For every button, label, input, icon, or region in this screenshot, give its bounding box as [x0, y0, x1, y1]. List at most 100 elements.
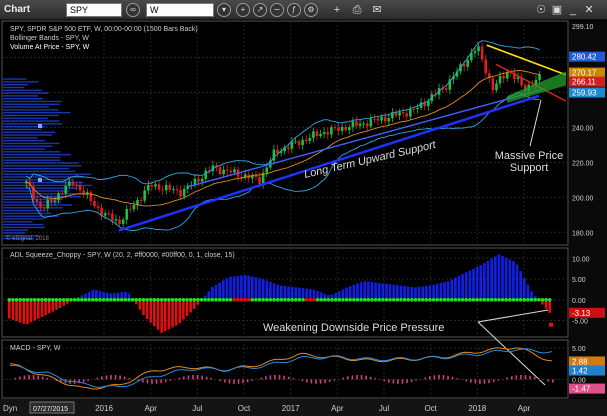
adl-squeeze-dot — [47, 298, 51, 302]
macd-histogram-bar — [488, 379, 490, 384]
restore-icon[interactable]: ▣ — [551, 4, 563, 16]
draw-icon[interactable]: ∼ — [270, 3, 284, 17]
adl-squeeze-dot — [152, 298, 157, 302]
properties-icon[interactable]: ⚙ — [304, 3, 318, 17]
adl-squeeze-dot — [141, 298, 146, 302]
macd-histogram-bar — [538, 378, 540, 380]
macd-histogram-bar — [137, 379, 140, 382]
candle-body — [35, 199, 39, 202]
candle-body — [146, 185, 150, 191]
price-tag-bg — [569, 76, 605, 87]
candle-body — [505, 72, 509, 79]
adl-squeeze-dot — [119, 298, 124, 302]
candle-body — [319, 133, 322, 137]
macd-histogram-bar — [465, 379, 468, 382]
adl-squeeze-dot — [127, 298, 131, 302]
macd-histogram-bar — [287, 376, 290, 380]
candle-body — [154, 184, 157, 187]
annotation-massive-price: Massive Price — [495, 150, 563, 162]
adl-squeeze-dot — [112, 298, 117, 302]
adl-bar — [145, 299, 149, 320]
price-tag-bg — [569, 87, 605, 98]
adl-bar — [497, 254, 501, 300]
candle-body — [78, 185, 82, 191]
adl-tick-label: 5.00 — [572, 277, 586, 284]
macd-histogram-bar — [552, 379, 554, 383]
adl-bar — [182, 299, 185, 320]
symbol-input[interactable]: SPY — [66, 3, 122, 17]
candle-body — [423, 102, 426, 107]
adl-tick-label: -5.00 — [572, 319, 588, 326]
candle-body — [301, 139, 304, 146]
macd-panel-title: MACD - SPY, W — [10, 345, 61, 352]
macd-histogram-bar — [369, 376, 372, 380]
candle-body — [362, 123, 365, 125]
candle-body — [513, 72, 516, 80]
candle-body — [347, 127, 351, 131]
adl-bar — [519, 271, 522, 300]
candle-body — [218, 167, 222, 175]
candle-body — [157, 184, 161, 190]
time-axis-label: Apr — [144, 404, 157, 413]
volume-profile-bar — [3, 92, 49, 94]
macd-histogram-bar — [533, 376, 536, 380]
adl-bar — [432, 284, 435, 300]
candle-body — [470, 53, 473, 61]
adl-bar — [247, 275, 250, 300]
adl-squeeze-dot — [431, 298, 436, 302]
adl-bar — [29, 299, 33, 323]
interval-select[interactable]: W — [146, 3, 214, 17]
adl-bar — [541, 299, 544, 305]
candle-body — [64, 185, 68, 194]
candle-body — [534, 79, 538, 86]
adl-bar — [280, 285, 283, 300]
candle-body — [200, 178, 204, 182]
print-icon[interactable]: ⎙ — [352, 4, 362, 16]
macd-histogram-bar — [483, 379, 486, 384]
adl-squeeze-dot — [497, 298, 501, 302]
adl-squeeze-dot — [18, 298, 22, 302]
adl-squeeze-dot — [522, 298, 527, 302]
candle-body — [161, 189, 164, 191]
candle-body — [225, 169, 229, 171]
cursor-icon[interactable]: ↗ — [253, 3, 267, 17]
mail-icon[interactable]: ✉ — [372, 4, 382, 16]
adl-squeeze-dot — [272, 298, 276, 302]
volume-profile-bar — [3, 117, 49, 119]
macd-histogram-bar — [383, 379, 386, 382]
adl-squeeze-dot — [373, 298, 378, 302]
candle-body — [182, 188, 186, 197]
macd-histogram-bar — [60, 379, 62, 383]
macd-histogram-bar — [497, 379, 499, 381]
candle-body — [100, 207, 103, 216]
adl-bar — [435, 283, 439, 300]
volume-profile-bar — [3, 162, 79, 164]
link-icon[interactable]: ∞ — [126, 3, 140, 17]
minimize-icon[interactable]: _ — [569, 4, 577, 16]
candle-body — [75, 184, 78, 186]
adl-bar — [15, 299, 18, 322]
macd-histogram-bar — [128, 377, 131, 380]
candle-body — [452, 76, 455, 80]
adl-bar — [229, 276, 232, 300]
candle-body — [96, 206, 100, 208]
volume-profile-bar — [3, 190, 70, 192]
adl-bar — [367, 281, 370, 300]
adl-bar — [254, 277, 258, 300]
study-icon[interactable]: ƒ — [287, 3, 301, 17]
close-icon[interactable]: ✕ — [584, 4, 594, 16]
macd-histogram-bar — [196, 375, 199, 380]
adl-squeeze-dot — [243, 298, 247, 302]
candle-body — [337, 127, 340, 131]
plus-icon[interactable]: + — [333, 4, 341, 16]
macd-histogram-bar — [32, 374, 35, 380]
macd-histogram-bar — [87, 379, 90, 381]
chevron-down-icon[interactable]: ▾ — [217, 3, 231, 17]
adl-bar — [548, 299, 551, 313]
crosshair-icon[interactable]: + — [236, 3, 250, 17]
volume-profile-bar — [3, 193, 82, 195]
volume-profile-bar — [3, 153, 71, 156]
adl-bar — [109, 293, 113, 300]
pin-icon[interactable]: ☉ — [536, 4, 546, 16]
adl-bar — [327, 295, 330, 300]
